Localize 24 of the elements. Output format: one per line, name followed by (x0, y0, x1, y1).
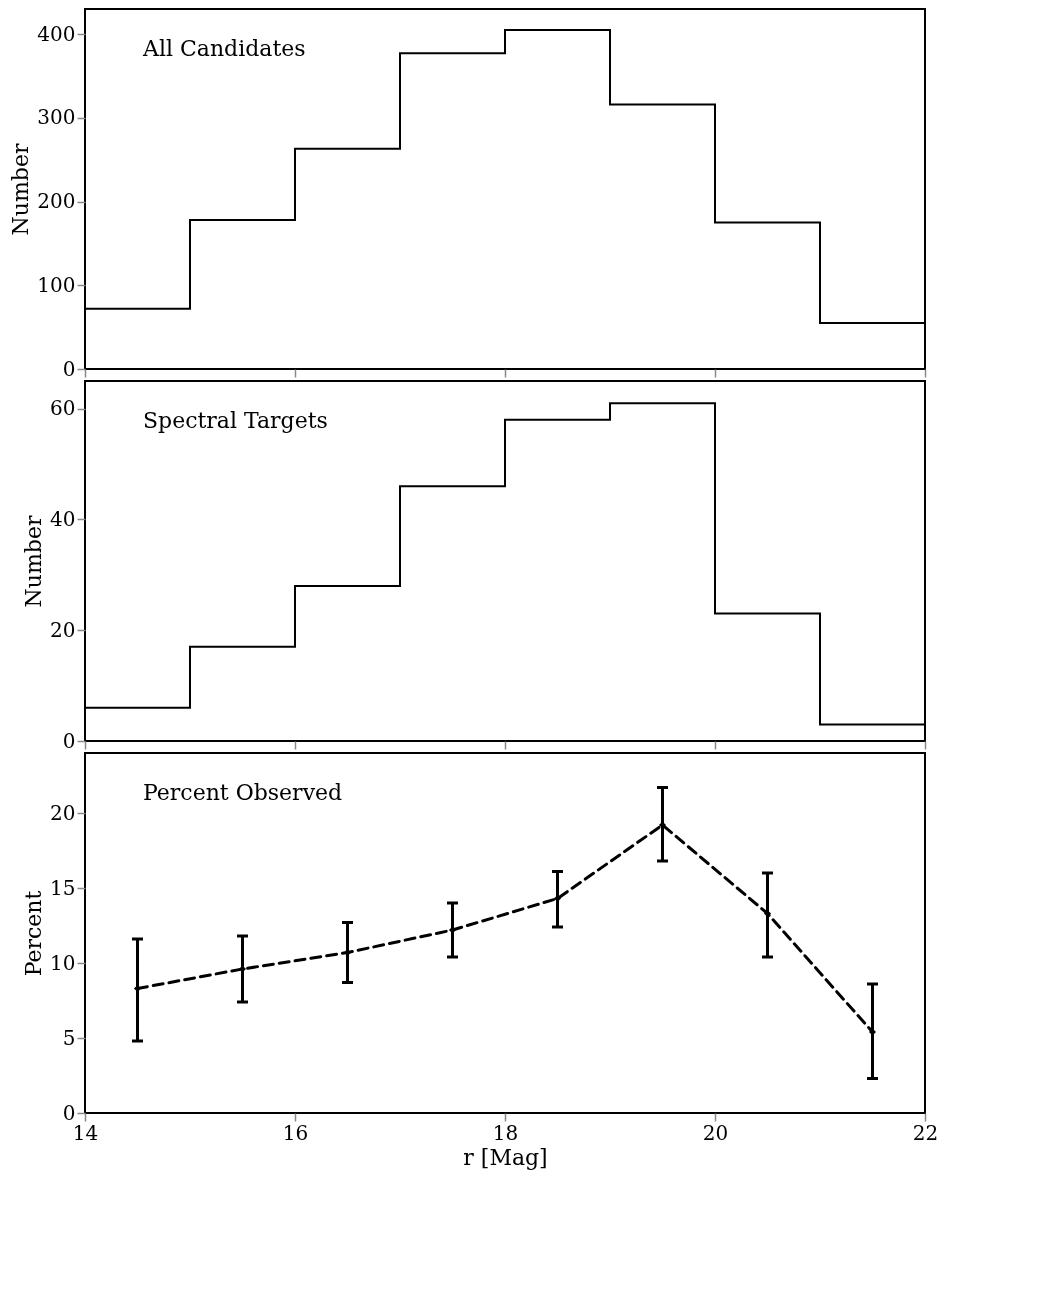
y-tick-label: 0 (62, 356, 76, 381)
y-axis-title: Number (8, 143, 34, 236)
x-axis-title: r [Mag] (463, 1144, 548, 1170)
y-tick-label: 5 (62, 1025, 76, 1050)
y-axis-title: Number (21, 515, 47, 608)
y-tick-label: 20 (50, 617, 76, 642)
x-tick-label: 20 (702, 1120, 729, 1145)
y-tick-label: 60 (50, 396, 76, 421)
annotation: Percent Observed (143, 780, 343, 805)
y-tick-label: 200 (37, 189, 76, 214)
y-tick-label: 15 (50, 875, 76, 900)
x-tick-label: 18 (492, 1120, 519, 1145)
annotation: Spectral Targets (143, 408, 328, 433)
x-tick-label: 16 (282, 1120, 309, 1145)
x-tick-label: 22 (912, 1120, 939, 1145)
y-tick-label: 20 (50, 800, 76, 825)
y-tick-label: 100 (37, 272, 76, 297)
y-tick-label: 40 (50, 506, 76, 531)
y-tick-label: 0 (62, 728, 76, 753)
y-axis-title: Percent (21, 890, 47, 977)
y-tick-label: 10 (50, 950, 76, 975)
annotation: All Candidates (142, 36, 306, 61)
y-tick-label: 400 (37, 21, 76, 46)
y-tick-label: 300 (37, 105, 76, 130)
